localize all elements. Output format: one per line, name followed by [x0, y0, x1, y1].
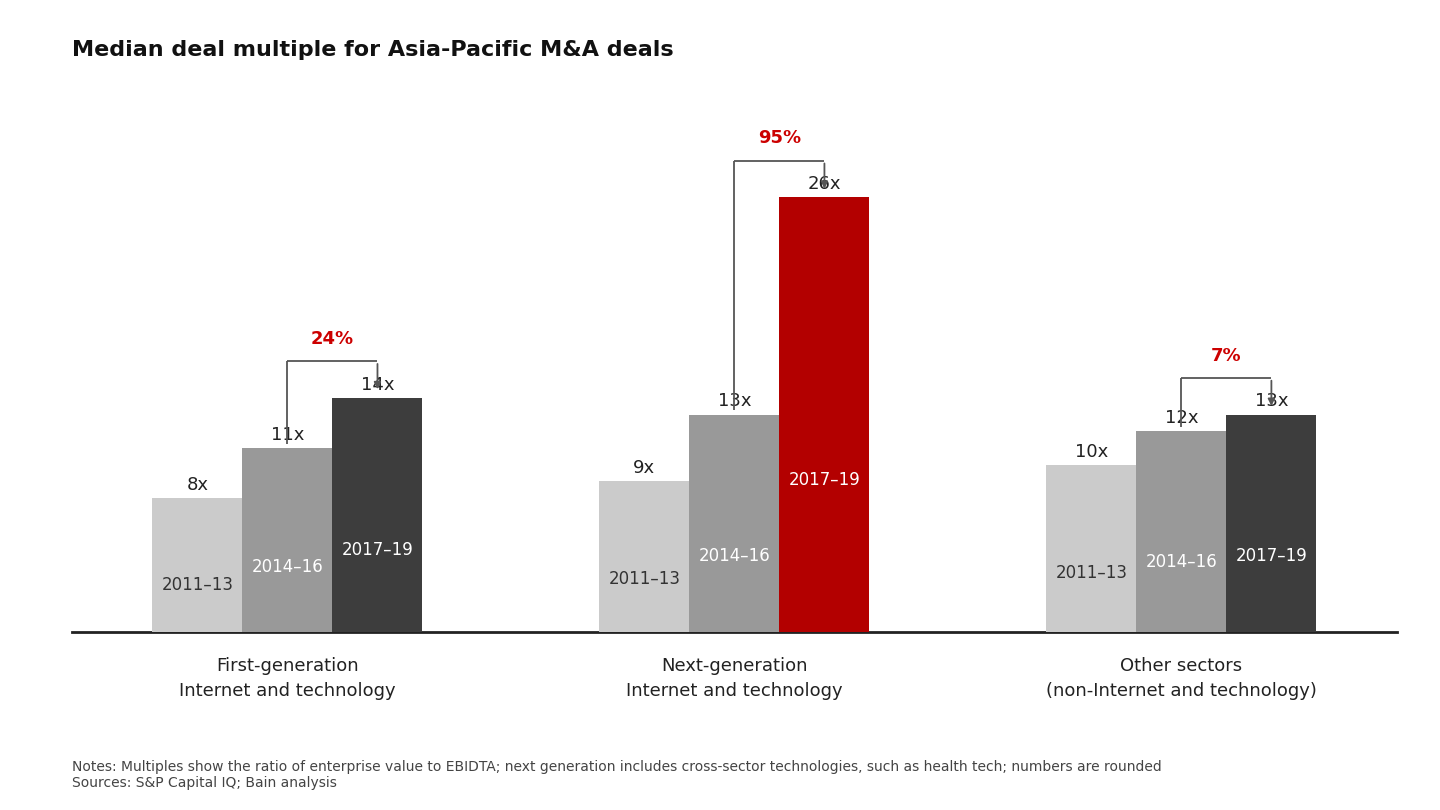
- Text: 2011–13: 2011–13: [1056, 565, 1128, 582]
- Text: 26x: 26x: [808, 175, 841, 194]
- Text: First-generation
Internet and technology: First-generation Internet and technology: [179, 657, 396, 700]
- Bar: [1136, 432, 1227, 632]
- Text: 9x: 9x: [634, 459, 655, 477]
- Text: 14x: 14x: [361, 376, 395, 394]
- Bar: [690, 415, 779, 632]
- Text: 8x: 8x: [186, 476, 209, 494]
- Bar: [1047, 465, 1136, 632]
- Text: 2011–13: 2011–13: [161, 576, 233, 594]
- Text: Other sectors
(non-Internet and technology): Other sectors (non-Internet and technolo…: [1045, 657, 1316, 700]
- Bar: [779, 198, 870, 632]
- Bar: [1227, 415, 1316, 632]
- Text: 95%: 95%: [757, 130, 801, 147]
- Bar: [599, 481, 690, 632]
- Bar: [333, 398, 422, 632]
- Text: 2017–19: 2017–19: [341, 541, 413, 559]
- Text: 2017–19: 2017–19: [789, 471, 860, 488]
- Bar: [242, 448, 333, 632]
- Bar: [153, 498, 242, 632]
- Text: Median deal multiple for Asia-Pacific M&A deals: Median deal multiple for Asia-Pacific M&…: [72, 40, 674, 61]
- Text: 2014–16: 2014–16: [698, 547, 770, 565]
- Text: 12x: 12x: [1165, 409, 1198, 427]
- Text: Notes: Multiples show the ratio of enterprise value to EBIDTA; next generation i: Notes: Multiples show the ratio of enter…: [72, 760, 1162, 790]
- Text: 2014–16: 2014–16: [252, 558, 324, 577]
- Text: 24%: 24%: [311, 330, 354, 347]
- Text: 13x: 13x: [1254, 392, 1289, 411]
- Text: Next-generation
Internet and technology: Next-generation Internet and technology: [626, 657, 842, 700]
- Text: 10x: 10x: [1074, 442, 1107, 461]
- Text: 2014–16: 2014–16: [1145, 552, 1217, 570]
- Text: 11x: 11x: [271, 426, 304, 444]
- Text: 2011–13: 2011–13: [608, 570, 680, 588]
- Text: 7%: 7%: [1211, 347, 1241, 364]
- Text: 2017–19: 2017–19: [1236, 547, 1308, 565]
- Text: 13x: 13x: [717, 392, 752, 411]
